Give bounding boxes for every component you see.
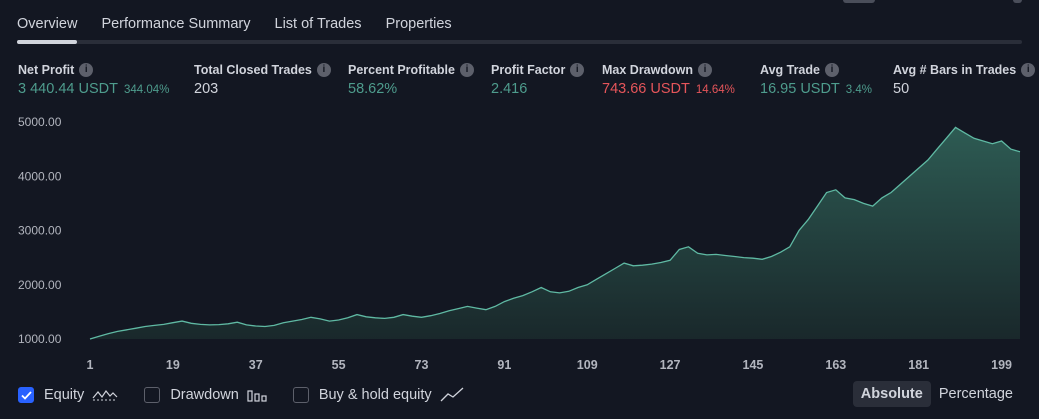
tab-overview[interactable]: Overview	[17, 16, 78, 32]
x-tick-label: 1	[87, 358, 94, 372]
tab-properties[interactable]: Properties	[385, 16, 452, 32]
x-tick-label: 73	[415, 358, 429, 372]
buyhold-line-icon	[440, 387, 464, 403]
equity-series-line	[89, 126, 1021, 340]
metric-value: 58.62%	[348, 81, 398, 97]
metric-label: Total Closed Trades	[194, 63, 312, 77]
toolbar-button-stub[interactable]	[843, 0, 875, 3]
equity-chart[interactable]: 1000.00 2000.00 3000.00 4000.00 5000.00 1 19 3…	[0, 100, 1039, 375]
metric-avg-trade: Avg Trade i 16.95 USDT 3.4%	[760, 61, 872, 97]
y-tick-label: 2000.00	[18, 278, 62, 292]
absolute-button[interactable]: Absolute	[852, 381, 931, 407]
metric-value: 203	[194, 81, 219, 97]
metric-avg-bars-in-trades: Avg # Bars in Trades i 50	[893, 61, 1036, 97]
equity-checkbox[interactable]	[18, 387, 34, 403]
metric-sub-value: 14.64%	[695, 84, 735, 96]
metric-max-drawdown: Max Drawdown i 743.66 USDT 14.64%	[602, 61, 735, 97]
y-tick-label: 1000.00	[18, 332, 62, 346]
tab-strip: Overview Performance Summary List of Tra…	[17, 14, 476, 34]
metric-value: 743.66 USDT	[602, 81, 690, 97]
x-tick-label: 19	[166, 358, 180, 372]
info-icon[interactable]: i	[824, 63, 839, 77]
y-tick-label: 5000.00	[18, 115, 62, 129]
legend-label: Equity	[44, 387, 85, 403]
x-tick-label: 91	[497, 358, 511, 372]
top-bar: Overview Performance Summary List of Tra…	[0, 0, 1039, 46]
percentage-button[interactable]: Percentage	[938, 386, 1013, 402]
metric-value: 3 440.44 USDT	[18, 81, 118, 97]
metric-label: Profit Factor	[491, 63, 566, 77]
x-tick-label: 181	[908, 358, 929, 372]
toolbar-button-stub-right[interactable]	[1013, 0, 1022, 3]
metric-label: Percent Profitable	[348, 63, 455, 77]
metric-value: 16.95 USDT	[760, 81, 840, 97]
metric-profit-factor: Profit Factor i 2.416	[491, 61, 585, 97]
tab-active-indicator	[17, 40, 77, 44]
legend-drawdown[interactable]: Drawdown	[144, 387, 267, 403]
legend-label: Drawdown	[170, 387, 239, 403]
tab-list-of-trades[interactable]: List of Trades	[274, 16, 362, 32]
info-icon[interactable]: i	[698, 63, 712, 77]
x-tick-label: 163	[825, 358, 846, 372]
scale-toggle: Absolute Percentage	[852, 381, 1021, 407]
metric-label: Net Profit	[18, 63, 75, 77]
equity-area	[90, 127, 1020, 340]
check-icon	[20, 390, 32, 400]
x-tick-label: 127	[660, 358, 681, 372]
drawdown-checkbox[interactable]	[144, 387, 161, 403]
metric-value: 50	[893, 81, 910, 97]
chart-legend: Equity Drawdown Buy & hold equity	[18, 383, 490, 407]
legend-buy-hold-equity[interactable]: Buy & hold equity	[292, 387, 464, 403]
x-tick-label: 109	[577, 358, 598, 372]
info-icon[interactable]: i	[316, 63, 331, 77]
equity-line-icon	[92, 388, 118, 402]
y-tick-label: 4000.00	[18, 169, 62, 183]
y-tick-label: 3000.00	[18, 224, 62, 238]
equity-area-layer	[89, 126, 1021, 340]
x-axis: 1 19 37 55 73 91 109 127 145 163 181 199	[87, 358, 1013, 372]
drawdown-bars-icon	[247, 388, 267, 402]
legend-label: Buy & hold equity	[318, 387, 432, 403]
metric-label: Avg # Bars in Trades	[893, 63, 1017, 77]
info-icon[interactable]: i	[1021, 63, 1036, 77]
metric-sub-value: 3.4%	[845, 84, 873, 96]
info-icon[interactable]: i	[570, 63, 585, 77]
info-icon[interactable]: i	[459, 63, 474, 77]
buyhold-checkbox[interactable]	[292, 387, 309, 403]
x-tick-label: 55	[332, 358, 346, 372]
info-icon[interactable]: i	[79, 63, 94, 77]
y-axis: 1000.00 2000.00 3000.00 4000.00 5000.00	[18, 115, 62, 346]
tab-performance-summary[interactable]: Performance Summary	[101, 16, 251, 32]
metric-label: Avg Trade	[760, 63, 820, 77]
metric-label: Max Drawdown	[602, 63, 693, 77]
metric-percent-profitable: Percent Profitable i 58.62%	[348, 61, 474, 97]
metric-sub-value: 344.04%	[123, 84, 170, 96]
x-tick-label: 37	[249, 358, 263, 372]
metric-total-closed-trades: Total Closed Trades i 203	[194, 61, 331, 97]
metric-net-profit: Net Profit i 3 440.44 USDT 344.04%	[18, 61, 169, 97]
metrics-row: Net Profit i 3 440.44 USDT 344.04% Total C…	[0, 61, 1039, 101]
metric-value: 2.416	[491, 81, 528, 97]
legend-equity[interactable]: Equity	[18, 387, 118, 403]
tab-track	[17, 40, 1022, 44]
x-tick-label: 145	[743, 358, 764, 372]
x-tick-label: 199	[991, 358, 1012, 372]
